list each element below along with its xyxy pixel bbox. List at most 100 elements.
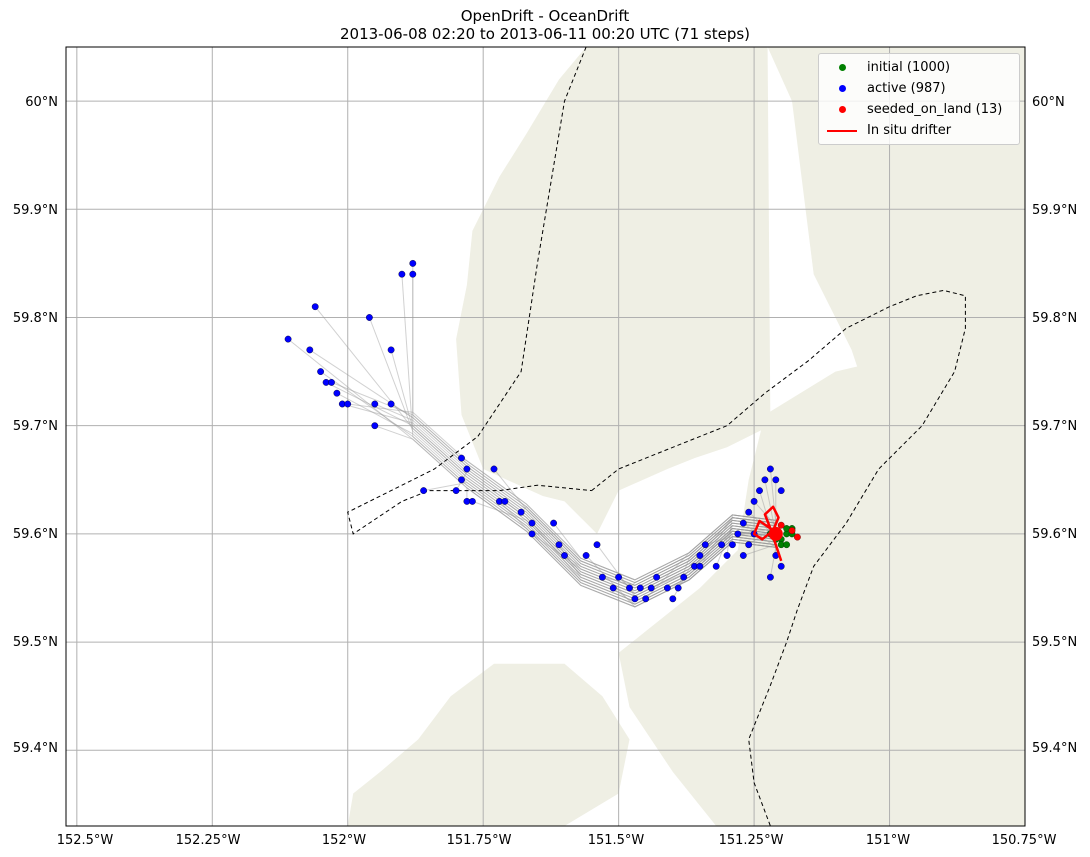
active-particle	[501, 497, 509, 505]
active-particle	[696, 562, 704, 570]
particle-trajectory	[715, 525, 776, 567]
seeded-on-land-particle	[788, 527, 796, 534]
active-particle	[729, 541, 736, 549]
active-particle	[718, 541, 725, 549]
particle-trajectory	[412, 274, 776, 584]
particle-trajectory	[461, 479, 776, 600]
lon-label: 152.25°W	[175, 833, 241, 848]
active-particle	[555, 541, 563, 549]
active-particle	[409, 259, 417, 267]
particle-trajectory	[645, 514, 776, 600]
particle-trajectory	[331, 381, 776, 584]
particle-trajectory	[455, 470, 776, 592]
legend-active-label: active (987)	[867, 81, 946, 96]
active-particle	[387, 346, 395, 354]
active-particle	[642, 595, 650, 603]
particle-trajectory	[596, 530, 776, 597]
active-particle	[750, 497, 758, 505]
seeded-on-land-particle	[794, 533, 801, 541]
figure-subtitle: 2013-06-08 02:20 to 2013-06-11 00:20 UTC…	[339, 25, 751, 43]
active-particle	[371, 400, 379, 408]
active-particle	[653, 573, 660, 581]
lat-label-left: 59.6°N	[12, 527, 58, 542]
plot-frame	[65, 46, 1026, 827]
active-particle	[745, 508, 753, 516]
boundary-line	[591, 289, 966, 826]
active-particle	[739, 552, 747, 559]
land-polygon	[618, 47, 1025, 826]
active-particle	[761, 476, 769, 484]
active-particle	[409, 270, 417, 278]
particle-trajectory	[726, 514, 776, 556]
active-particle	[696, 552, 704, 559]
active-particle	[458, 454, 465, 462]
active-particle	[371, 422, 379, 430]
active-particle	[593, 541, 601, 549]
active-particle	[599, 573, 606, 581]
lat-label-left: 59.7°N	[12, 419, 58, 434]
lon-label: 152.5°W	[56, 833, 114, 848]
particle-trajectory	[531, 525, 776, 592]
active-particle	[701, 541, 709, 549]
active-particle	[767, 573, 774, 581]
land-polygon	[347, 663, 630, 826]
legend-drifter-label: In situ drifter	[867, 123, 952, 138]
active-particle	[734, 530, 742, 538]
grid-layer	[66, 47, 1025, 826]
particle-trajectory	[564, 522, 776, 589]
lat-label-left: 60°N	[25, 95, 58, 110]
active-particle	[561, 552, 568, 559]
active-particle	[284, 335, 292, 343]
lat-label-right: 59.4°N	[1032, 741, 1078, 756]
particle-trajectory	[368, 317, 776, 600]
active-particle	[517, 508, 525, 516]
lat-label-right: 59.6°N	[1032, 527, 1078, 542]
active-particle	[344, 400, 352, 408]
active-particle	[647, 584, 655, 592]
particle-trajectory	[553, 514, 776, 581]
lat-label-right: 60°N	[1032, 95, 1065, 110]
particle-trajectory	[743, 522, 777, 548]
active-particle	[317, 368, 324, 375]
particle-trajectory	[769, 468, 777, 524]
particle-trajectory	[461, 457, 776, 581]
legend-initial-label: initial (1000)	[867, 60, 951, 75]
lon-label: 151.75°W	[446, 833, 512, 848]
figure-title: OpenDrift - OceanDrift	[460, 7, 630, 25]
particle-trajectory	[374, 403, 776, 589]
particle-trajectory	[602, 519, 776, 586]
particle-trajectory	[374, 425, 776, 608]
seeded-on-land-layer	[777, 521, 801, 541]
active-particle	[664, 584, 671, 592]
lon-label: 151°W	[865, 833, 911, 848]
particle-trajectory	[412, 263, 776, 594]
active-particle	[674, 584, 682, 592]
active-particle	[723, 552, 731, 559]
particle-trajectory	[640, 525, 776, 589]
seeded-on-land-particle	[777, 521, 785, 529]
lat-label-left: 59.9°N	[12, 203, 58, 218]
legend-active-marker	[839, 85, 846, 92]
particle-trajectory	[721, 527, 776, 545]
legend-entry-drifter: In situ drifter	[819, 121, 1019, 141]
lon-label: 152°W	[321, 833, 367, 848]
particle-trajectory	[504, 500, 776, 594]
active-particle	[739, 519, 747, 527]
legend-drifter-line	[827, 130, 857, 132]
active-particle	[626, 584, 633, 592]
particle-trajectory	[493, 468, 776, 586]
active-particle	[609, 584, 617, 592]
active-particle	[582, 552, 590, 559]
trajectory-layer	[287, 263, 777, 608]
land-polygon	[456, 47, 771, 534]
active-particle	[490, 465, 498, 473]
active-particle	[306, 346, 314, 354]
lon-label: 151.25°W	[718, 833, 784, 848]
active-particle	[636, 584, 644, 592]
active-particle	[631, 595, 639, 603]
particle-trajectory	[694, 527, 776, 567]
particle-trajectory	[629, 517, 776, 589]
particle-trajectory	[390, 403, 776, 586]
active-particle	[772, 476, 780, 484]
